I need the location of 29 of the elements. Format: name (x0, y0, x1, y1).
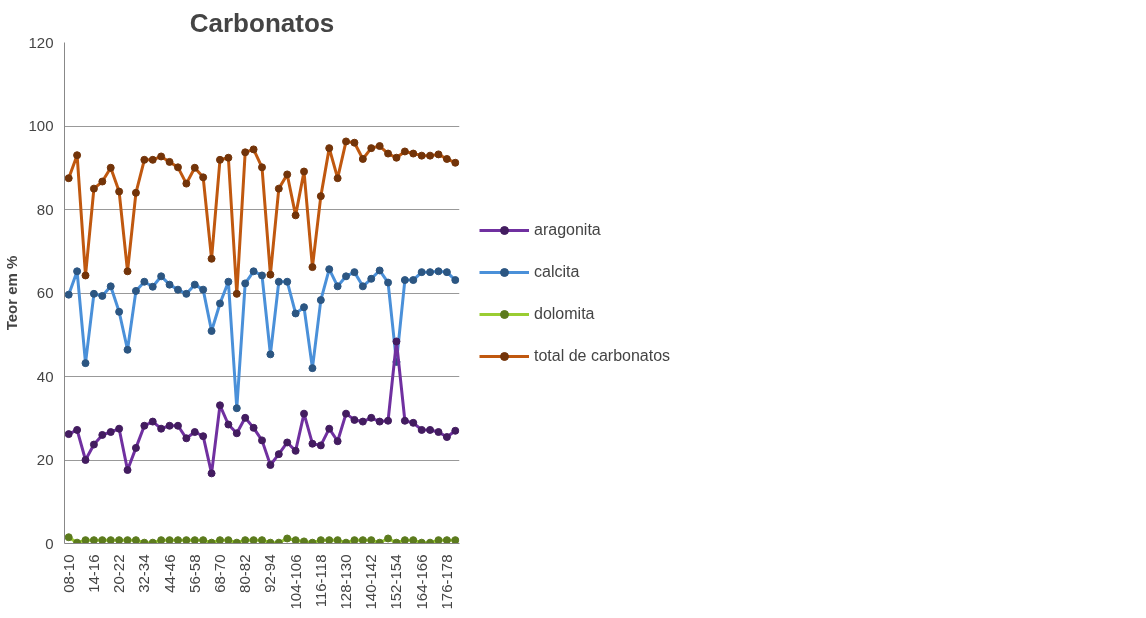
x-tick-label: 92-94 (261, 554, 279, 593)
y-tick-label: 0 (45, 534, 54, 552)
legend-label: aragonita (534, 220, 601, 239)
x-tick-label: 32-34 (135, 554, 153, 593)
legend-label: calcita (534, 262, 580, 281)
x-tick-label: 152-154 (387, 554, 405, 610)
legend-label: total de carbonatos (534, 346, 671, 365)
x-tick-label: 140-142 (362, 554, 380, 610)
legend-label: dolomita (534, 304, 595, 323)
x-tick-label: 44-46 (160, 554, 178, 593)
y-tick-label: 40 (36, 367, 54, 385)
x-tick-label: 14-16 (84, 554, 102, 593)
x-tick-label: 164-166 (412, 554, 430, 610)
x-tick-label: 20-22 (110, 554, 128, 593)
x-tick-label: 176-178 (437, 554, 455, 610)
x-tick-label: 116-118 (311, 554, 329, 608)
x-tick-label: 80-82 (236, 554, 254, 593)
y-tick-label: 80 (36, 200, 54, 218)
x-tick-label: 128-130 (337, 554, 355, 610)
chart-title: Carbonatos (189, 7, 335, 38)
y-tick-label: 20 (36, 451, 54, 468)
y-axis-title: Teor em % (3, 255, 21, 331)
x-tick-label: 08-10 (59, 554, 77, 593)
y-tick-label: 60 (36, 284, 54, 301)
x-tick-label: 68-70 (210, 554, 228, 593)
y-tick-label: 120 (28, 33, 54, 51)
x-tick-label: 56-58 (185, 554, 203, 593)
x-tick-label: 104-106 (286, 554, 304, 610)
y-tick-label: 100 (28, 117, 54, 134)
